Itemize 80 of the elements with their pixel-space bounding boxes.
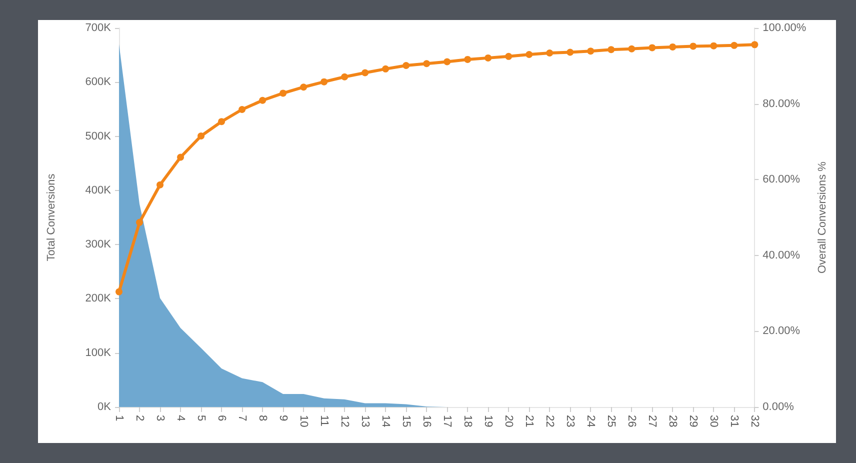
y2-tick-label: 100.00% [762, 22, 806, 34]
point [546, 50, 554, 57]
x-tick-label: 18 [462, 415, 474, 428]
x-tick-label: 5 [195, 415, 208, 422]
point [587, 48, 594, 55]
x-tick-label: 28 [666, 415, 679, 428]
point [156, 181, 164, 188]
x-tick-label: 2 [134, 415, 146, 422]
point [341, 73, 348, 80]
point [751, 41, 758, 48]
y2-tick-label: 40.00% [762, 249, 800, 262]
x-tick-label: 32 [748, 415, 761, 428]
point [218, 118, 226, 126]
point [628, 45, 636, 52]
y-tick-label: 600K [85, 76, 112, 88]
y-axis-title: Total Conversions [46, 173, 58, 262]
point [177, 154, 184, 161]
point [136, 218, 144, 226]
x-tick-label: 8 [256, 415, 269, 422]
x-tick-label: 15 [400, 415, 412, 428]
point [484, 54, 492, 62]
x-tick-label: 26 [626, 415, 638, 428]
x-tick-label: 1 [113, 415, 125, 422]
point [280, 90, 287, 97]
point [300, 84, 308, 91]
x-tick-label: 14 [380, 415, 392, 428]
y-tick-label: 500K [85, 130, 112, 142]
x-tick-label: 22 [544, 415, 556, 428]
y-tick-label: 0K [98, 401, 112, 413]
point [444, 58, 451, 66]
point [362, 69, 369, 76]
point [608, 46, 615, 54]
point [526, 51, 533, 58]
point [116, 288, 122, 296]
x-tick-label: 4 [174, 415, 187, 422]
y-tick-label: 100K [85, 346, 112, 359]
point [464, 56, 472, 63]
y-tick-label: 700K [85, 22, 112, 34]
x-tick-label: 6 [216, 415, 228, 422]
x-tick-label: 16 [420, 415, 433, 428]
point [320, 78, 328, 86]
y2-tick-label: 80.00% [762, 98, 800, 110]
point [402, 62, 410, 70]
x-tick-label: 3 [154, 415, 166, 422]
y-tick-label: 300K [85, 238, 112, 251]
point [648, 44, 656, 52]
point [669, 43, 676, 50]
x-tick-label: 19 [482, 415, 494, 428]
point [505, 52, 512, 60]
point [198, 132, 205, 140]
point [566, 48, 574, 56]
x-tick-label: 23 [564, 415, 576, 428]
x-tick-label: 27 [646, 415, 658, 428]
x-tick-label: 20 [502, 415, 515, 428]
x-tick-label: 29 [687, 415, 700, 428]
y-tick-label: 200K [85, 292, 112, 305]
x-tick-label: 7 [236, 415, 248, 422]
x-tick-label: 9 [277, 415, 290, 422]
x-tick-label: 12 [338, 415, 351, 428]
x-tick-label: 31 [728, 415, 740, 428]
point [259, 96, 266, 104]
x-tick-label: 17 [441, 415, 454, 428]
x-tick-label: 10 [298, 415, 310, 428]
x-tick-label: 25 [605, 415, 618, 428]
point [710, 42, 718, 50]
point [423, 60, 430, 68]
y-tick-label: 400K [85, 184, 112, 196]
point [382, 65, 390, 72]
point [238, 106, 246, 113]
y2-tick-label: 20.00% [762, 325, 800, 338]
x-tick-label: 21 [523, 415, 536, 428]
y2-axis-title: Overall Conversions % [816, 161, 828, 274]
y2-tick-label: 0.00% [762, 401, 794, 413]
x-tick-label: 24 [584, 415, 597, 428]
x-tick-label: 11 [318, 415, 330, 426]
point [730, 42, 738, 49]
x-tick-label: 13 [359, 415, 372, 428]
x-tick-label: 30 [708, 415, 720, 428]
y2-tick-label: 60.00% [762, 174, 800, 186]
point [690, 42, 697, 50]
